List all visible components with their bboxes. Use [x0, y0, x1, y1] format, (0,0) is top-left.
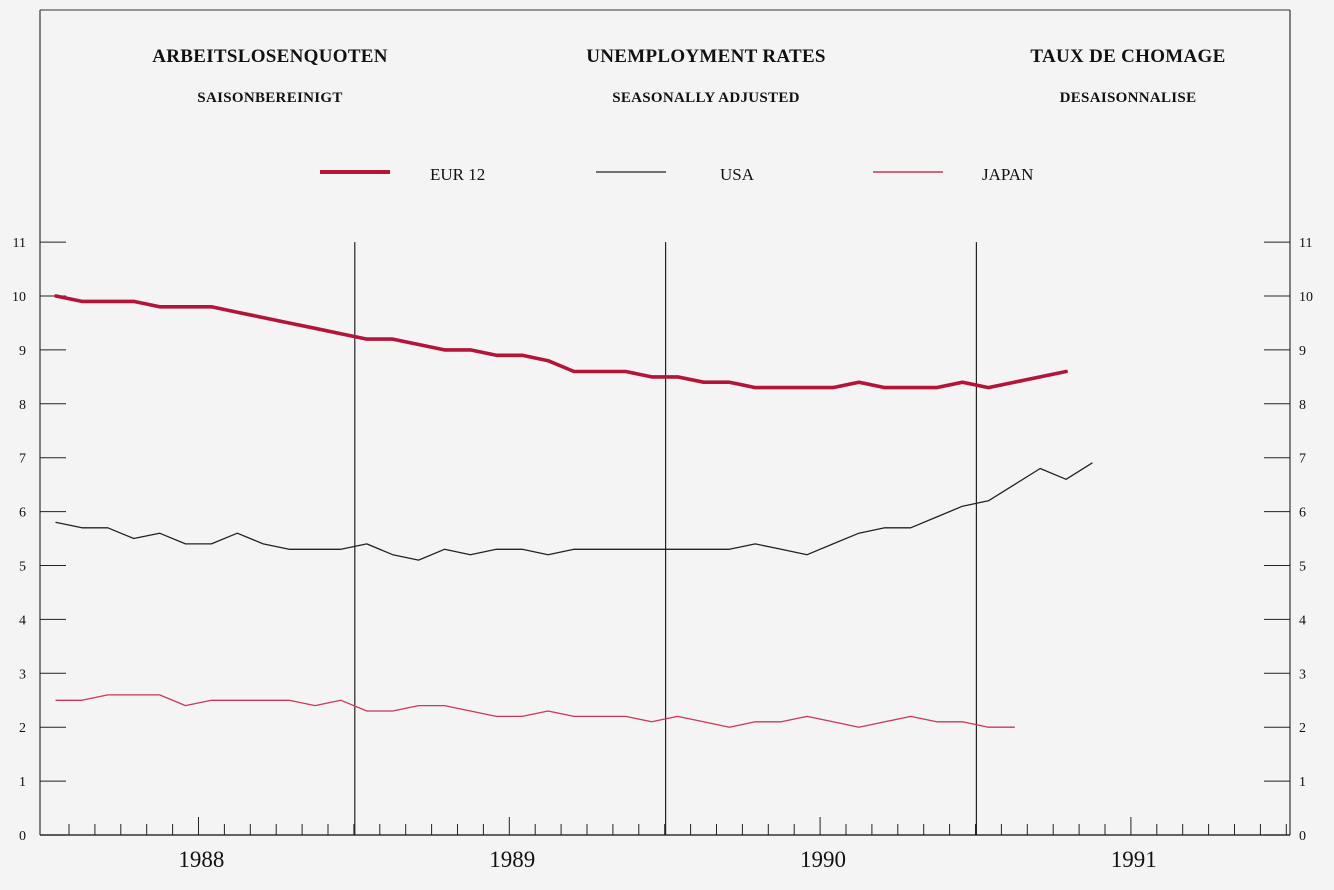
ytick-label-right: 8 [1299, 398, 1306, 413]
x-axis: 1988 1989 1990 1991 [68, 817, 1287, 872]
title-french: TAUX DE CHOMAGE [1030, 46, 1225, 67]
ytick-label-right: 1 [1299, 775, 1306, 790]
legend: EUR 12 USA JAPAN [320, 165, 1033, 184]
ytick-label-left: 9 [19, 344, 26, 359]
ytick-label-left: 4 [19, 613, 26, 628]
series-layer [54, 294, 1093, 728]
legend-label-eur12: EUR 12 [430, 165, 485, 184]
ytick-label-left: 5 [19, 560, 26, 575]
title-german: ARBEITSLOSENQUOTEN [152, 46, 388, 67]
ytick-label-right: 6 [1299, 506, 1306, 521]
legend-label-usa: USA [720, 165, 755, 184]
year-label: 1991 [1111, 847, 1157, 872]
title-english: UNEMPLOYMENT RATES [586, 46, 826, 67]
ytick-label-right: 10 [1299, 290, 1313, 305]
year-label: 1988 [178, 847, 224, 872]
header: ARBEITSLOSENQUOTEN UNEMPLOYMENT RATES TA… [152, 46, 1225, 106]
ytick-label-left: 1 [19, 775, 26, 790]
ytick-label-left: 10 [12, 290, 26, 305]
ytick-label-left: 0 [19, 829, 26, 844]
year-boundary-lines [354, 242, 978, 835]
legend-item-eur12: EUR 12 [320, 165, 485, 184]
ytick-label-right: 4 [1299, 613, 1306, 628]
legend-item-usa: USA [596, 165, 755, 184]
ytick-label-right: 0 [1299, 829, 1306, 844]
ytick-label-right: 2 [1299, 721, 1306, 736]
subtitle-french: DESAISONNALISE [1060, 90, 1197, 106]
legend-item-japan: JAPAN [873, 165, 1033, 184]
series-line-usa [55, 462, 1093, 561]
ytick-label-right: 11 [1299, 236, 1312, 251]
subtitle-english: SEASONALLY ADJUSTED [612, 90, 800, 106]
legend-label-japan: JAPAN [982, 165, 1033, 184]
subtitle-german: SAISONBEREINIGT [197, 90, 342, 106]
ytick-label-left: 8 [19, 398, 26, 413]
ytick-label-right: 3 [1299, 667, 1306, 682]
ytick-label-left: 3 [19, 667, 26, 682]
ytick-label-left: 11 [13, 236, 26, 251]
series-line-eur12 [54, 294, 1068, 390]
ytick-label-right: 5 [1299, 560, 1306, 575]
series-line-japan [55, 694, 1015, 728]
ytick-label-left: 2 [19, 721, 26, 736]
ytick-label-right: 9 [1299, 344, 1306, 359]
year-label: 1990 [800, 847, 846, 872]
ytick-label-left: 6 [19, 506, 26, 521]
ytick-label-left: 7 [19, 452, 26, 467]
year-label: 1989 [489, 847, 535, 872]
ytick-label-right: 7 [1299, 452, 1306, 467]
